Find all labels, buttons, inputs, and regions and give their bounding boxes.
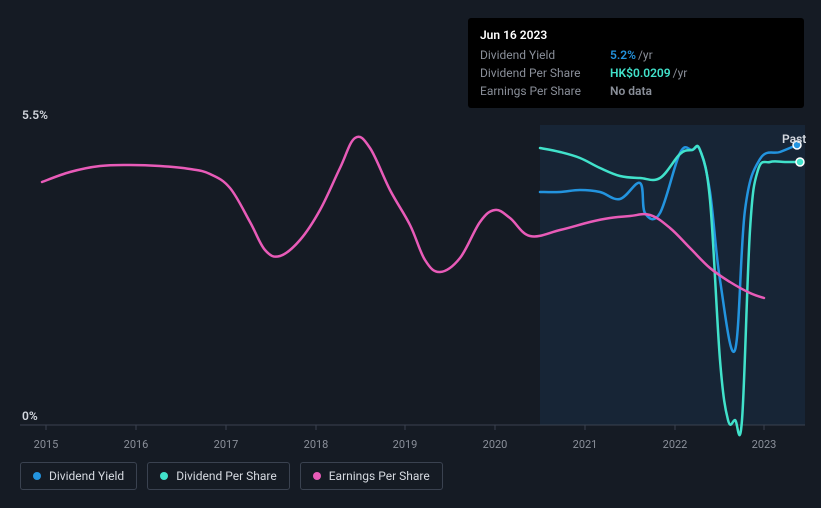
tooltip-date: Jun 16 2023: [480, 26, 792, 44]
legend-item[interactable]: Dividend Per Share: [147, 462, 290, 490]
chart-tooltip: Jun 16 2023 Dividend Yield5.2% /yrDivide…: [468, 18, 804, 108]
x-axis-tick-label: 2020: [483, 438, 508, 451]
x-axis-tick-label: 2022: [663, 438, 688, 451]
legend-item-label: Dividend Yield: [49, 469, 124, 483]
y-axis-min-label: 0%: [22, 409, 38, 423]
chart-legend: Dividend Yield Dividend Per Share Earnings…: [20, 462, 443, 490]
tooltip-row-label: Dividend Yield: [480, 46, 610, 64]
legend-swatch: [313, 472, 321, 480]
tooltip-row-value: No data: [610, 82, 652, 100]
tooltip-row-value: HK$0.0209: [610, 64, 671, 82]
legend-swatch: [160, 472, 168, 480]
x-axis-tick-label: 2019: [393, 438, 418, 451]
tooltip-row-label: Dividend Per Share: [480, 64, 610, 82]
tooltip-row: Earnings Per ShareNo data: [480, 82, 792, 100]
tooltip-row-value: 5.2%: [610, 46, 636, 64]
x-axis-tick-label: 2023: [752, 438, 777, 451]
x-axis-tick-label: 2018: [304, 438, 329, 451]
tooltip-row-unit: /yr: [638, 46, 653, 64]
x-axis-tick-label: 2016: [124, 438, 149, 451]
tooltip-row: Dividend Yield5.2% /yr: [480, 46, 792, 64]
legend-swatch: [33, 472, 41, 480]
x-axis-tick-label: 2017: [214, 438, 239, 451]
x-axis-tick-label: 2015: [34, 438, 59, 451]
legend-item[interactable]: Earnings Per Share: [300, 462, 443, 490]
legend-item-label: Earnings Per Share: [329, 469, 430, 483]
past-region-label: Past: [782, 132, 806, 146]
x-axis-tick-label: 2021: [573, 438, 598, 451]
tooltip-row-label: Earnings Per Share: [480, 82, 610, 100]
legend-item-label: Dividend Per Share: [176, 469, 277, 483]
y-axis-max-label: 5.5%: [22, 108, 48, 122]
legend-item[interactable]: Dividend Yield: [20, 462, 137, 490]
tooltip-row-unit: /yr: [673, 64, 688, 82]
tooltip-row: Dividend Per ShareHK$0.0209 /yr: [480, 64, 792, 82]
